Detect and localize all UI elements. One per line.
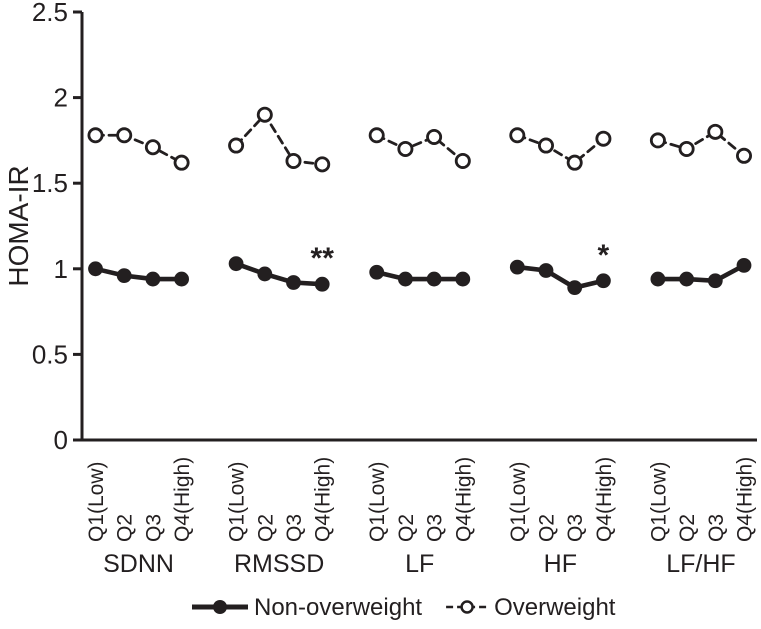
y-axis-tick-label: 2.5	[32, 0, 68, 27]
series-line-overweight	[94, 133, 184, 165]
data-point-filled-circle	[116, 268, 132, 284]
x-tick-label: Q2	[254, 514, 277, 542]
data-point-open-circle	[649, 132, 666, 149]
series-line-non-overweight	[233, 261, 325, 287]
data-point-filled-circle	[286, 275, 301, 290]
y-axis-tick-label: 1.5	[32, 168, 68, 198]
x-tick-label: Q1(Low)	[85, 461, 108, 542]
y-axis-title: HOMA-IR	[3, 165, 34, 286]
data-point-open-circle	[87, 127, 104, 144]
data-point-filled-circle	[679, 271, 694, 287]
data-point-filled-circle	[369, 264, 385, 280]
significance-annotation: *	[598, 239, 610, 272]
group-label: LF/HF	[666, 550, 735, 578]
data-point-open-circle	[595, 130, 612, 147]
data-point-filled-circle	[426, 271, 442, 287]
data-point-filled-circle	[707, 273, 723, 289]
data-point-open-circle	[256, 106, 273, 123]
legend-filled-circle-icon	[213, 600, 227, 614]
data-point-filled-circle	[596, 273, 611, 289]
data-point-open-circle	[173, 154, 190, 171]
legend-item: Overweight	[446, 594, 616, 621]
series-line-non-overweight	[374, 269, 466, 282]
data-point-filled-circle	[650, 271, 666, 287]
data-point-filled-circle	[257, 266, 273, 282]
data-point-filled-circle	[509, 259, 525, 275]
data-point-open-circle	[707, 123, 724, 140]
significance-annotation: **	[311, 242, 335, 275]
data-point-filled-circle	[455, 271, 471, 287]
series-line-non-overweight	[514, 264, 606, 291]
y-axis-tick-label: 1	[54, 254, 68, 284]
data-point-open-circle	[736, 147, 753, 164]
chart-legend: Non-overweight Overweight	[192, 594, 616, 621]
series-line-overweight	[234, 112, 324, 166]
x-tick-label: Q3	[283, 514, 306, 542]
data-point-open-circle	[144, 139, 161, 156]
y-axis-tick-label: 0.5	[32, 339, 68, 369]
legend-item: Non-overweight	[192, 594, 422, 621]
x-tick-label: Q4(High)	[452, 457, 475, 542]
data-point-open-circle	[509, 127, 526, 144]
data-point-open-circle	[397, 140, 414, 157]
data-point-filled-circle	[88, 261, 103, 277]
legend-open-circle-icon	[460, 600, 474, 614]
x-tick-label: Q3	[564, 514, 587, 542]
data-point-filled-circle	[145, 271, 161, 287]
x-tick-label: Q1(Low)	[507, 461, 530, 542]
data-point-open-circle	[368, 127, 385, 144]
data-point-filled-circle	[228, 256, 244, 272]
x-tick-label: Q4(High)	[734, 457, 757, 542]
data-point-open-circle	[426, 128, 443, 145]
series-line-overweight	[375, 133, 465, 163]
y-axis-tick-label: 2	[54, 83, 68, 113]
data-point-open-circle	[228, 137, 245, 154]
data-point-filled-circle	[314, 276, 330, 292]
data-point-open-circle	[678, 140, 695, 157]
legend-item-label: Non-overweight	[254, 594, 422, 621]
group-label: SDNN	[103, 550, 174, 578]
x-tick-label: Q4(High)	[171, 457, 194, 542]
x-tick-label: Q3	[142, 514, 165, 542]
data-point-filled-circle	[567, 280, 583, 296]
x-tick-label: Q2	[114, 514, 137, 542]
data-point-open-circle	[566, 154, 583, 171]
data-point-filled-circle	[736, 257, 752, 273]
series-line-non-overweight	[655, 263, 747, 284]
series-line-non-overweight	[93, 266, 184, 282]
data-point-open-circle	[454, 152, 471, 169]
series-line-overweight	[656, 130, 746, 158]
group-label: HF	[544, 550, 577, 578]
y-axis-tick-label: 0	[54, 425, 68, 455]
data-point-open-circle	[116, 127, 133, 144]
x-tick-label: Q2	[395, 514, 418, 542]
legend-item-label: Overweight	[494, 594, 616, 621]
x-tick-label: Q3	[424, 514, 447, 542]
x-tick-label: Q1(Low)	[366, 461, 389, 542]
x-tick-label: Q1(Low)	[226, 461, 249, 542]
x-tick-label: Q2	[536, 514, 559, 542]
group-label: RMSSD	[234, 550, 324, 578]
data-point-filled-circle	[538, 263, 554, 278]
series-line-overweight	[515, 133, 605, 165]
x-tick-label: Q4(High)	[312, 457, 335, 542]
data-point-open-circle	[285, 152, 302, 169]
x-tick-label: Q4(High)	[593, 457, 616, 542]
group-label: LF	[405, 550, 434, 578]
data-point-filled-circle	[174, 271, 190, 287]
data-point-filled-circle	[398, 271, 413, 287]
x-tick-label: Q3	[705, 514, 728, 542]
x-tick-label: Q2	[676, 514, 699, 542]
data-point-open-circle	[538, 137, 555, 154]
data-point-open-circle	[314, 156, 331, 173]
x-tick-label: Q1(Low)	[647, 461, 670, 542]
